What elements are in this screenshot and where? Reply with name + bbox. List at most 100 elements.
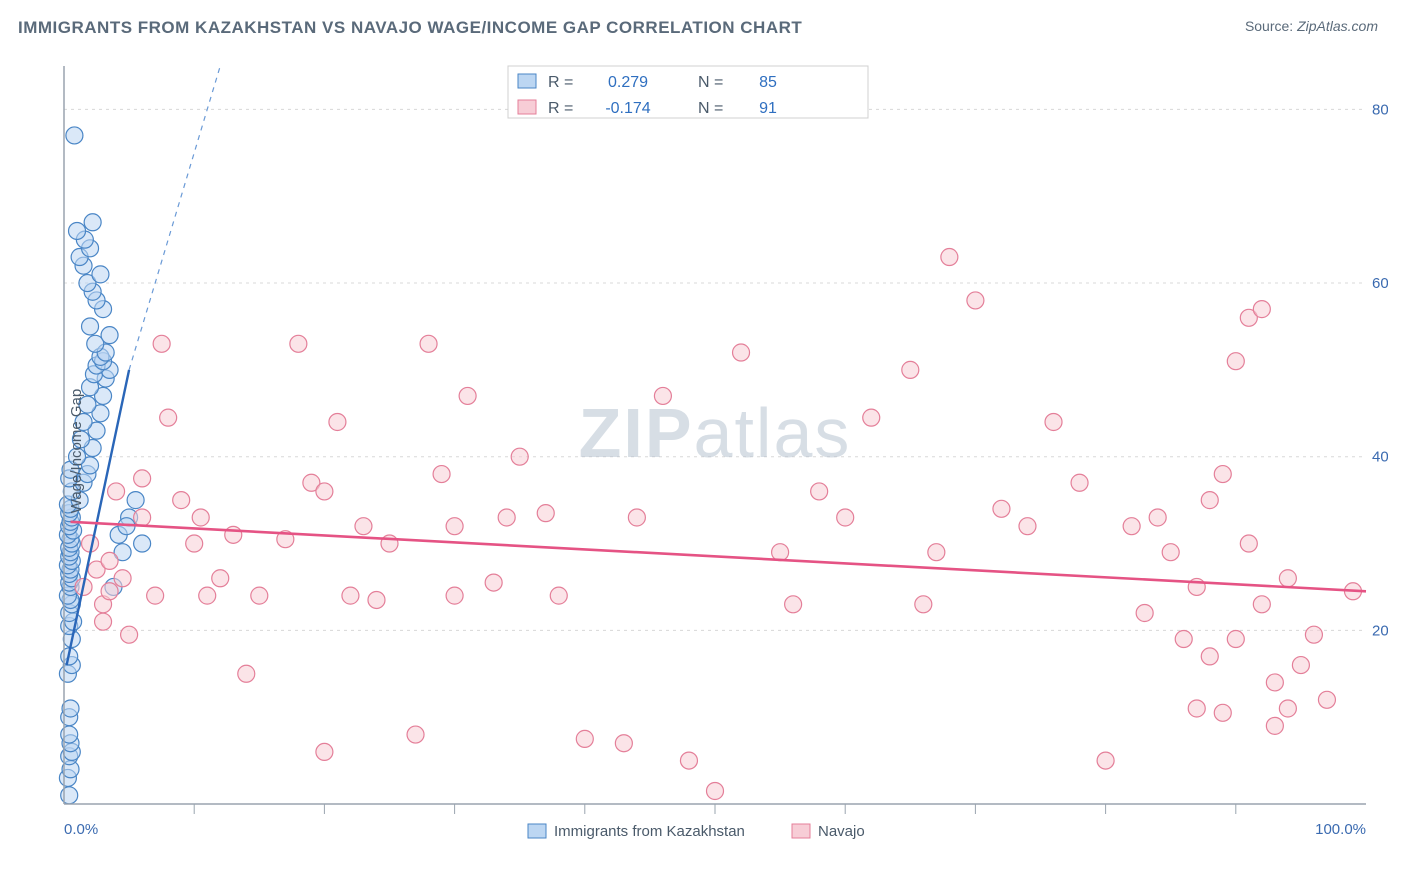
data-point	[1240, 535, 1257, 552]
bottom-legend-label: Navajo	[818, 823, 865, 840]
data-point	[101, 583, 118, 600]
data-point	[192, 509, 209, 526]
chart-title: IMMIGRANTS FROM KAZAKHSTAN VS NAVAJO WAG…	[18, 18, 802, 38]
legend-n-label: N =	[698, 100, 723, 117]
data-point	[1214, 466, 1231, 483]
data-point	[1071, 474, 1088, 491]
data-point	[1279, 700, 1296, 717]
data-point	[1227, 353, 1244, 370]
data-point	[733, 344, 750, 361]
bottom-legend-swatch	[792, 824, 810, 838]
data-point	[433, 466, 450, 483]
data-point	[127, 492, 144, 509]
data-point	[407, 726, 424, 743]
data-point	[114, 570, 131, 587]
data-point	[1149, 509, 1166, 526]
data-point	[108, 483, 125, 500]
data-point	[134, 535, 151, 552]
data-point	[615, 735, 632, 752]
data-point	[1266, 717, 1283, 734]
legend-r-label: R =	[548, 100, 573, 117]
watermark: ZIPatlas	[579, 394, 852, 472]
data-point	[134, 509, 151, 526]
data-point	[1253, 301, 1270, 318]
data-point	[1175, 631, 1192, 648]
data-point	[173, 492, 190, 509]
series-navajo	[75, 249, 1361, 800]
data-point	[511, 448, 528, 465]
data-point	[1305, 626, 1322, 643]
data-point	[485, 574, 502, 591]
data-point	[837, 509, 854, 526]
data-point	[199, 587, 216, 604]
data-point	[993, 500, 1010, 517]
data-point	[550, 587, 567, 604]
x-tick-label: 100.0%	[1315, 821, 1366, 838]
data-point	[1188, 700, 1205, 717]
data-point	[1097, 752, 1114, 769]
y-tick-label: 60.0%	[1372, 275, 1388, 292]
data-point	[1214, 704, 1231, 721]
data-point	[680, 752, 697, 769]
data-point	[147, 587, 164, 604]
data-point	[863, 409, 880, 426]
data-point	[902, 361, 919, 378]
legend-r-label: R =	[548, 74, 573, 91]
legend-n-value: 85	[759, 74, 777, 91]
data-point	[1253, 596, 1270, 613]
data-point	[459, 387, 476, 404]
data-point	[1292, 657, 1309, 674]
data-point	[707, 782, 724, 799]
data-point	[355, 518, 372, 535]
data-point	[101, 552, 118, 569]
data-point	[225, 526, 242, 543]
legend-swatch	[518, 74, 536, 88]
data-point	[186, 535, 203, 552]
bottom-legend-label: Immigrants from Kazakhstan	[554, 823, 745, 840]
data-point	[134, 470, 151, 487]
y-axis-label: Wage/Income Gap	[68, 389, 85, 514]
data-point	[368, 591, 385, 608]
data-point	[69, 222, 86, 239]
y-tick-label: 20.0%	[1372, 622, 1388, 639]
x-tick-label: 0.0%	[64, 821, 98, 838]
data-point	[66, 127, 83, 144]
data-point	[785, 596, 802, 613]
data-point	[1266, 674, 1283, 691]
source-attribution: Source: ZipAtlas.com	[1245, 18, 1378, 34]
data-point	[1318, 691, 1335, 708]
data-point	[1279, 570, 1296, 587]
legend-r-value: 0.279	[608, 74, 648, 91]
data-point	[316, 483, 333, 500]
data-point	[537, 505, 554, 522]
data-point	[915, 596, 932, 613]
trendline-extrapolation	[129, 66, 220, 370]
data-point	[967, 292, 984, 309]
data-point	[498, 509, 515, 526]
data-point	[628, 509, 645, 526]
data-point	[772, 544, 789, 561]
data-point	[101, 327, 118, 344]
data-point	[941, 249, 958, 266]
legend-r-value: -0.174	[605, 100, 650, 117]
data-point	[95, 613, 112, 630]
source-name: ZipAtlas.com	[1297, 18, 1378, 34]
data-point	[238, 665, 255, 682]
data-point	[1201, 492, 1218, 509]
data-point	[342, 587, 359, 604]
data-point	[82, 318, 99, 335]
data-point	[316, 743, 333, 760]
data-point	[446, 518, 463, 535]
data-point	[1123, 518, 1140, 535]
bottom-legend-swatch	[528, 824, 546, 838]
source-label: Source:	[1245, 18, 1293, 34]
chart-container: Wage/Income Gap ZIPatlas 0.0% 100.0% 20.0% 4…	[48, 56, 1388, 846]
data-point	[1201, 648, 1218, 665]
data-point	[1019, 518, 1036, 535]
data-point	[251, 587, 268, 604]
y-tick-label: 40.0%	[1372, 449, 1388, 466]
y-tick-label: 80.0%	[1372, 101, 1388, 118]
data-point	[446, 587, 463, 604]
scatter-chart: ZIPatlas 0.0% 100.0% 20.0% 40.0% 60.0% 80.0% R …	[48, 56, 1388, 846]
data-point	[212, 570, 229, 587]
